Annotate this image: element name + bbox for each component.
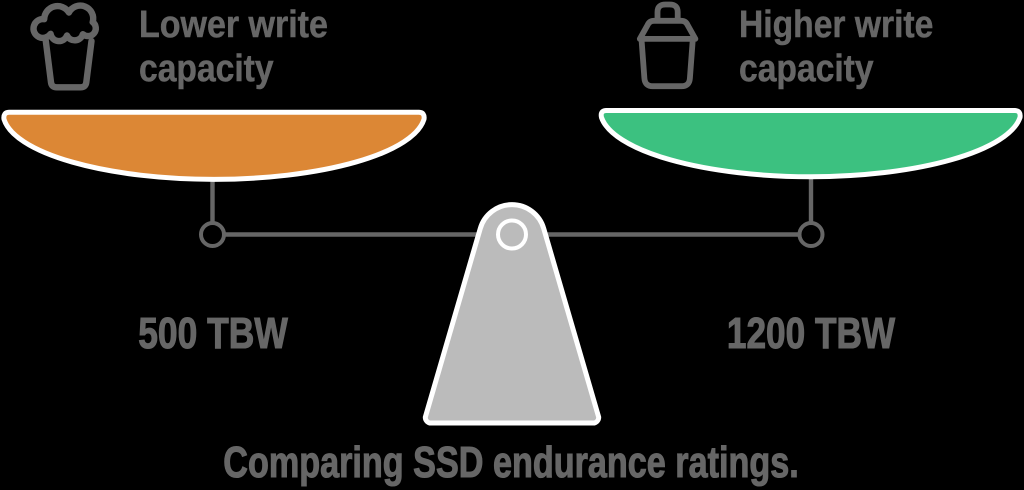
svg-text:500 TBW: 500 TBW [138,309,288,357]
svg-text:capacity: capacity [139,47,274,89]
svg-text:Lower write: Lower write [139,2,328,45]
svg-text:Higher write: Higher write [739,3,933,45]
svg-text:Comparing SSD endurance rating: Comparing SSD endurance ratings. [223,438,798,487]
svg-text:1200 TBW: 1200 TBW [727,309,896,358]
svg-text:capacity: capacity [739,47,874,89]
